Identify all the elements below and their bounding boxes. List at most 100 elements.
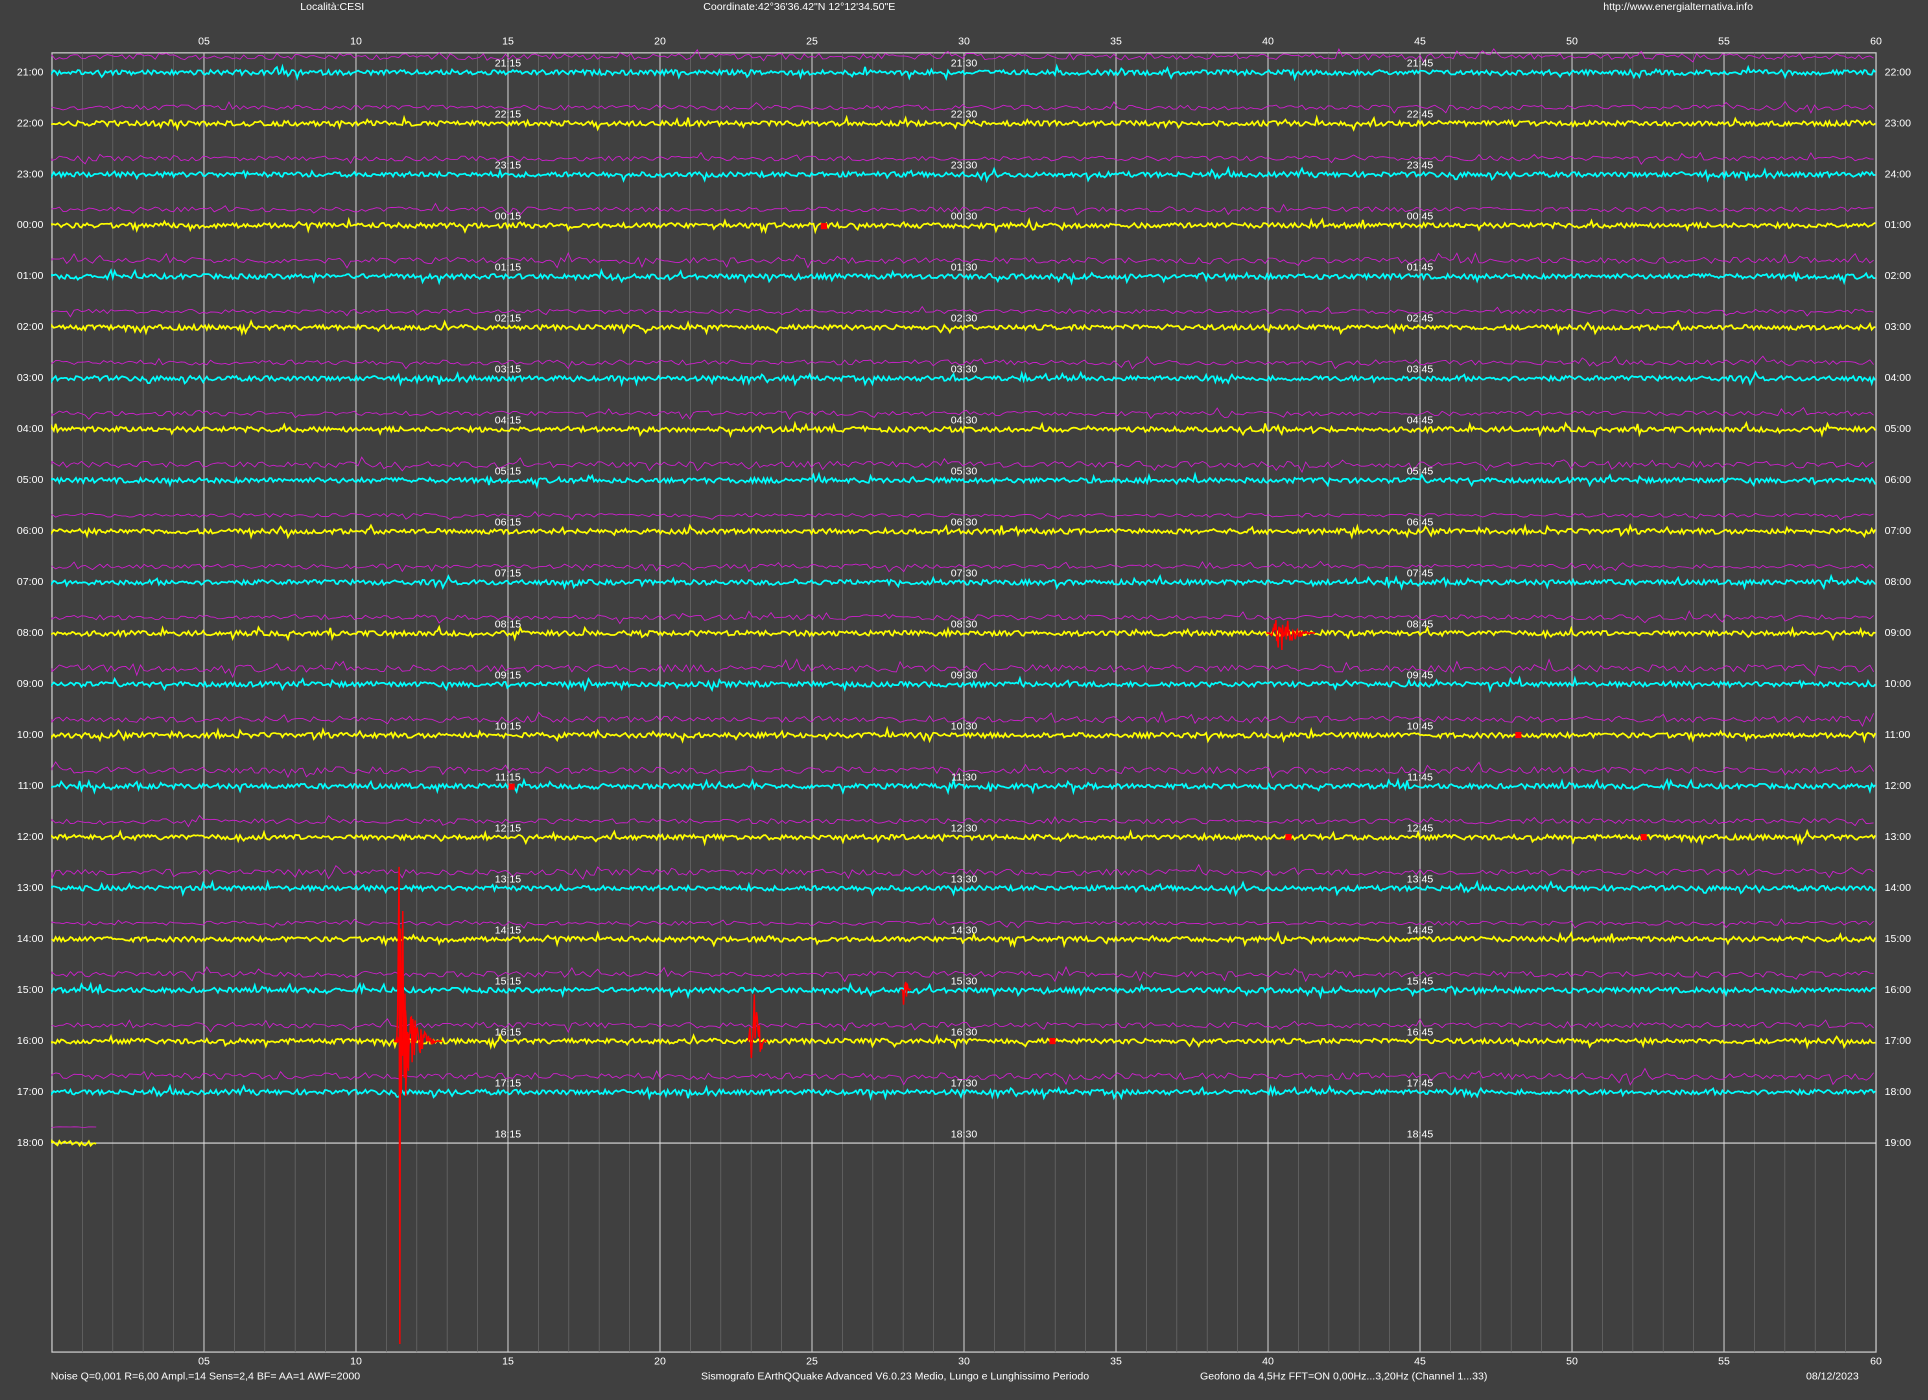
row-quarter-label: 01:15 — [495, 262, 522, 274]
minute-label-bottom: 45 — [1414, 1356, 1426, 1368]
location: Località:CESI — [300, 1, 364, 13]
row-hour-right: 16:00 — [1885, 984, 1912, 996]
row-hour-right: 14:00 — [1885, 882, 1912, 894]
row-hour-left: 06:00 — [17, 525, 44, 537]
magenta-trace — [51, 100, 1874, 114]
minute-label-bottom: 40 — [1262, 1356, 1274, 1368]
row-quarter-label: 13:45 — [1407, 873, 1434, 885]
trace — [51, 114, 1876, 132]
row-quarter-label: 23:15 — [495, 160, 522, 172]
date: 08/12/2023 — [1806, 1370, 1859, 1382]
row-hour-right: 01:00 — [1885, 219, 1912, 231]
row-quarter-label: 21:30 — [951, 58, 978, 70]
trace — [51, 165, 1876, 184]
minute-label-top: 20 — [654, 36, 666, 48]
minute-label-top: 45 — [1414, 36, 1426, 48]
minute-label-bottom: 60 — [1870, 1356, 1882, 1368]
row-quarter-label: 12:45 — [1407, 822, 1434, 834]
minute-label-bottom: 30 — [958, 1356, 970, 1368]
event-dot — [820, 223, 827, 230]
row-quarter-label: 06:15 — [495, 517, 522, 529]
row-hour-left: 01:00 — [17, 270, 44, 282]
trace — [51, 725, 1877, 744]
row-quarter-label: 15:45 — [1407, 975, 1434, 987]
magenta-trace — [51, 1018, 1874, 1033]
row-quarter-label: 21:45 — [1407, 58, 1434, 70]
magenta-trace — [51, 251, 1874, 269]
row-hour-right: 12:00 — [1885, 780, 1912, 792]
trace — [51, 216, 1876, 235]
trace — [51, 776, 1876, 796]
labels: 05 05 10 10 15 15 20 20 25 25 30 30 35 35 40 40 45 45 50 50… — [17, 36, 1911, 1368]
row-quarter-label: 10:45 — [1407, 720, 1434, 732]
row-quarter-label: 09:15 — [495, 669, 522, 681]
row-quarter-label: 16:15 — [495, 1026, 522, 1038]
row-quarter-label: 17:45 — [1407, 1077, 1434, 1089]
row-hour-right: 06:00 — [1885, 474, 1912, 486]
magenta-trace — [51, 355, 1874, 370]
event-dot — [1285, 833, 1292, 841]
row-quarter-label: 07:30 — [951, 568, 978, 580]
row-hour-left: 15:00 — [17, 984, 44, 996]
row-quarter-label: 09:45 — [1407, 669, 1434, 681]
trace — [51, 828, 1877, 847]
row-hour-left: 12:00 — [17, 831, 44, 843]
row-hour-left: 05:00 — [17, 474, 44, 486]
row-quarter-label: 12:15 — [495, 822, 522, 834]
row-quarter-label: 15:15 — [495, 975, 522, 987]
row-quarter-label: 08:45 — [1407, 618, 1434, 630]
event-dot — [1515, 731, 1522, 739]
row-hour-left: 22:00 — [17, 117, 44, 129]
row-quarter-label: 14:15 — [495, 924, 522, 936]
trace — [51, 370, 1877, 388]
row-hour-left: 09:00 — [17, 678, 44, 690]
row-hour-left: 23:00 — [17, 168, 44, 180]
row-quarter-label: 06:30 — [951, 517, 978, 529]
event — [747, 994, 768, 1059]
row-quarter-label: 16:45 — [1407, 1026, 1434, 1038]
minute-label-top: 60 — [1870, 36, 1882, 48]
row-hour-left: 18:00 — [17, 1137, 44, 1149]
magenta-trace — [51, 710, 1874, 728]
minute-label-bottom: 20 — [654, 1356, 666, 1368]
row-hour-left: 07:00 — [17, 576, 44, 588]
minute-label-bottom: 35 — [1110, 1356, 1122, 1368]
row-hour-left: 11:00 — [18, 780, 44, 792]
magenta-trace — [51, 407, 1874, 420]
row-hour-left: 13:00 — [17, 882, 44, 894]
row-quarter-label: 08:30 — [951, 618, 978, 630]
coordinates: Coordinate:42°36'36.42"N 12°12'34.50"E — [703, 1, 895, 13]
row-quarter-label: 23:30 — [951, 160, 978, 172]
row-quarter-label: 03:30 — [951, 364, 978, 376]
minute-label-bottom: 55 — [1718, 1356, 1730, 1368]
row-hour-left: 17:00 — [17, 1086, 44, 1098]
trace — [51, 63, 1877, 82]
minute-label-top: 50 — [1566, 36, 1578, 48]
row-quarter-label: 06:45 — [1407, 517, 1434, 529]
row-hour-left: 10:00 — [17, 729, 44, 741]
minute-label-bottom: 15 — [502, 1356, 514, 1368]
magenta-trace — [51, 610, 1874, 625]
row-hour-right: 10:00 — [1885, 678, 1912, 690]
trace — [51, 523, 1877, 540]
event-dot — [1049, 1038, 1056, 1045]
minute-label-bottom: 05 — [198, 1356, 210, 1368]
row-hour-right: 19:00 — [1885, 1137, 1912, 1149]
row-quarter-label: 03:15 — [495, 364, 522, 376]
row-quarter-label: 11:45 — [1407, 771, 1433, 783]
row-hour-right: 17:00 — [1885, 1035, 1912, 1047]
magenta-trace — [51, 761, 1874, 779]
trace — [51, 624, 1876, 642]
row-quarter-label: 13:15 — [495, 873, 522, 885]
trace — [51, 1032, 1876, 1051]
row-quarter-label: 07:45 — [1407, 568, 1434, 580]
sensor: Geofono da 4,5Hz FFT=ON 0,00Hz...3,20Hz … — [1200, 1370, 1487, 1382]
trace — [51, 471, 1877, 490]
row-quarter-label: 11:30 — [951, 771, 977, 783]
row-quarter-label: 09:30 — [951, 669, 978, 681]
row-hour-right: 13:00 — [1885, 831, 1912, 843]
magenta-trace — [51, 658, 1874, 679]
minute-label-top: 25 — [806, 36, 818, 48]
minute-label-top: 55 — [1718, 36, 1730, 48]
row-quarter-label: 07:15 — [495, 568, 522, 580]
